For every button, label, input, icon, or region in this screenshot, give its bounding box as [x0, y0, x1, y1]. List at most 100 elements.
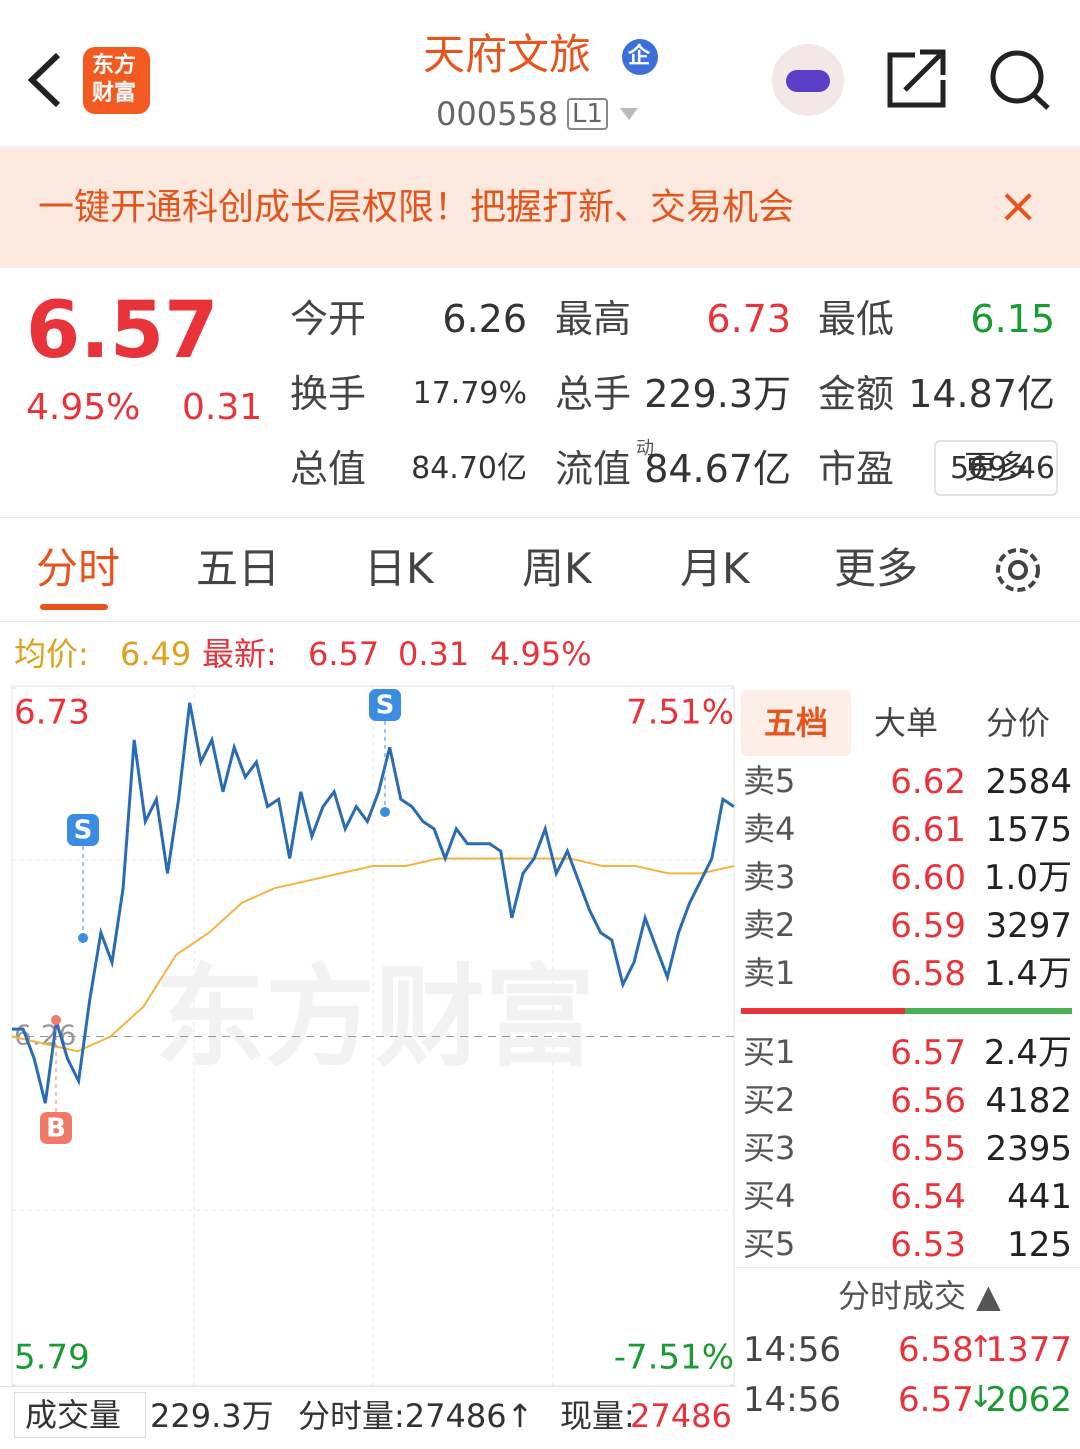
level: L1 — [567, 98, 609, 130]
trade-mark-label: B — [46, 1114, 66, 1144]
book-volume: 2.4万 — [983, 1033, 1072, 1073]
book-label: 卖2 — [743, 906, 796, 944]
trade-mark-label: S — [376, 691, 395, 721]
trade-mark-dot — [78, 933, 88, 943]
book-price: 6.62 — [890, 762, 966, 802]
book-volume: 1.0万 — [983, 858, 1072, 898]
chart-tab[interactable]: 更多 — [834, 544, 919, 593]
tab-indicator — [40, 604, 108, 610]
field-label: 金额 — [818, 372, 895, 416]
book-volume: 1.4万 — [983, 954, 1072, 994]
dropdown[interactable] — [620, 108, 638, 120]
stock-code: 000558 — [436, 95, 559, 133]
badge: 企 — [628, 44, 651, 69]
book-price: 6.55 — [890, 1129, 966, 1169]
divider — [0, 621, 1080, 622]
book-label: 买2 — [743, 1081, 796, 1119]
trade-mark — [369, 689, 401, 721]
banner-close[interactable]: × — [998, 178, 1039, 234]
chart-tab[interactable]: 日K — [364, 544, 434, 593]
search-handle — [1032, 93, 1050, 110]
chart-tab[interactable]: 月K — [680, 544, 750, 593]
chart-tab[interactable]: 分时 — [36, 544, 121, 593]
trade-dir: ↓ — [968, 1380, 994, 1415]
book-label: 买4 — [743, 1177, 796, 1215]
price: 6.57 — [26, 286, 219, 376]
logo — [83, 47, 150, 114]
panel-tab[interactable]: 大单 — [874, 704, 939, 742]
divider — [0, 517, 1080, 518]
book-price: 6.57 — [890, 1033, 966, 1073]
y-tick-label: 6.73 — [14, 693, 90, 733]
trades-title[interactable]: 分时成交 ▲ — [838, 1277, 1001, 1315]
banner[interactable] — [0, 148, 1080, 268]
field-value: 229.3万 — [644, 372, 791, 416]
book-volume: 4182 — [985, 1081, 1072, 1121]
book-price: 6.56 — [890, 1081, 966, 1121]
volume-current-label: 现量: — [560, 1397, 635, 1435]
chart-tab[interactable]: 周K — [522, 544, 592, 593]
series-line — [12, 702, 735, 1104]
pe-sup: 动 — [636, 438, 654, 459]
gear — [996, 548, 1040, 592]
volume-total: 229.3万 — [150, 1397, 274, 1435]
volume-minute: 分时量:27486↑ — [298, 1397, 534, 1435]
field-value: 569.46 — [950, 451, 1055, 486]
share-button[interactable] — [887, 49, 946, 108]
book-volume: 2584 — [985, 762, 1072, 802]
header-icons — [0, 39, 1080, 148]
trade-time: 14:56 — [743, 1330, 841, 1370]
badge-bg — [622, 39, 658, 75]
book-volume: 125 — [1007, 1225, 1072, 1265]
book-label: 卖1 — [743, 954, 796, 992]
latest-price: 6.57 — [308, 635, 380, 673]
latest-label: 最新: — [202, 635, 277, 673]
series-line — [11, 857, 735, 1053]
field-value: 6.73 — [706, 297, 791, 341]
book-price: 6.54 — [890, 1177, 966, 1217]
book-price: 6.59 — [890, 906, 966, 946]
field-label: 总手 — [555, 372, 632, 416]
panel-tab-active — [741, 690, 851, 756]
book-price: 6.53 — [890, 1225, 966, 1265]
settings[interactable] — [990, 542, 1046, 598]
trade-time: 14:56 — [743, 1380, 841, 1420]
field-value: 84.67亿 — [644, 447, 791, 491]
book-label: 买5 — [743, 1225, 796, 1263]
avg-label: 均价: — [14, 635, 89, 673]
banner-text: 一键开通科创成长层权限！把握打新、交易机会 — [38, 187, 795, 228]
y2-tick-label: 7.51% — [626, 693, 734, 733]
field-value: 6.15 — [970, 297, 1055, 341]
field-label: 最高 — [555, 297, 632, 341]
buy-ratio — [905, 1008, 1072, 1014]
base-label: 6.26 — [14, 1019, 76, 1052]
trade-price: 6.57 — [898, 1380, 974, 1420]
volume-selector[interactable]: 成交量 — [14, 1392, 147, 1438]
field-label: 市盈 — [818, 447, 895, 491]
change-pct: 4.95% — [26, 387, 141, 428]
book-label: 卖4 — [743, 810, 796, 848]
trade-volume: 1377 — [985, 1330, 1072, 1370]
field-value: 17.79% — [412, 376, 527, 411]
logo-text: 财富 — [92, 81, 137, 106]
more-button[interactable]: 更多 — [934, 440, 1058, 496]
field-label: 换手 — [290, 372, 367, 416]
latest-change: 0.31 — [398, 635, 470, 673]
book-volume: 1575 — [985, 810, 1072, 850]
volume-current: 27486 — [630, 1397, 732, 1435]
panel-tab[interactable]: 分价 — [986, 704, 1051, 742]
back-button[interactable] — [27, 52, 61, 108]
change: 0.31 — [182, 387, 263, 428]
book-label: 卖3 — [743, 858, 796, 896]
grid — [12, 686, 734, 1386]
panel-tab[interactable]: 五档 — [764, 704, 829, 742]
field-value: 6.26 — [442, 297, 527, 341]
logo-text: 东方 — [92, 53, 137, 78]
field-value: 14.87亿 — [908, 372, 1055, 416]
search-button[interactable] — [990, 50, 1044, 104]
chart-tab[interactable]: 五日 — [196, 544, 281, 593]
trade-mark-label: S — [74, 816, 93, 846]
field-label: 总值 — [290, 447, 367, 491]
book-label: 买3 — [743, 1129, 796, 1167]
